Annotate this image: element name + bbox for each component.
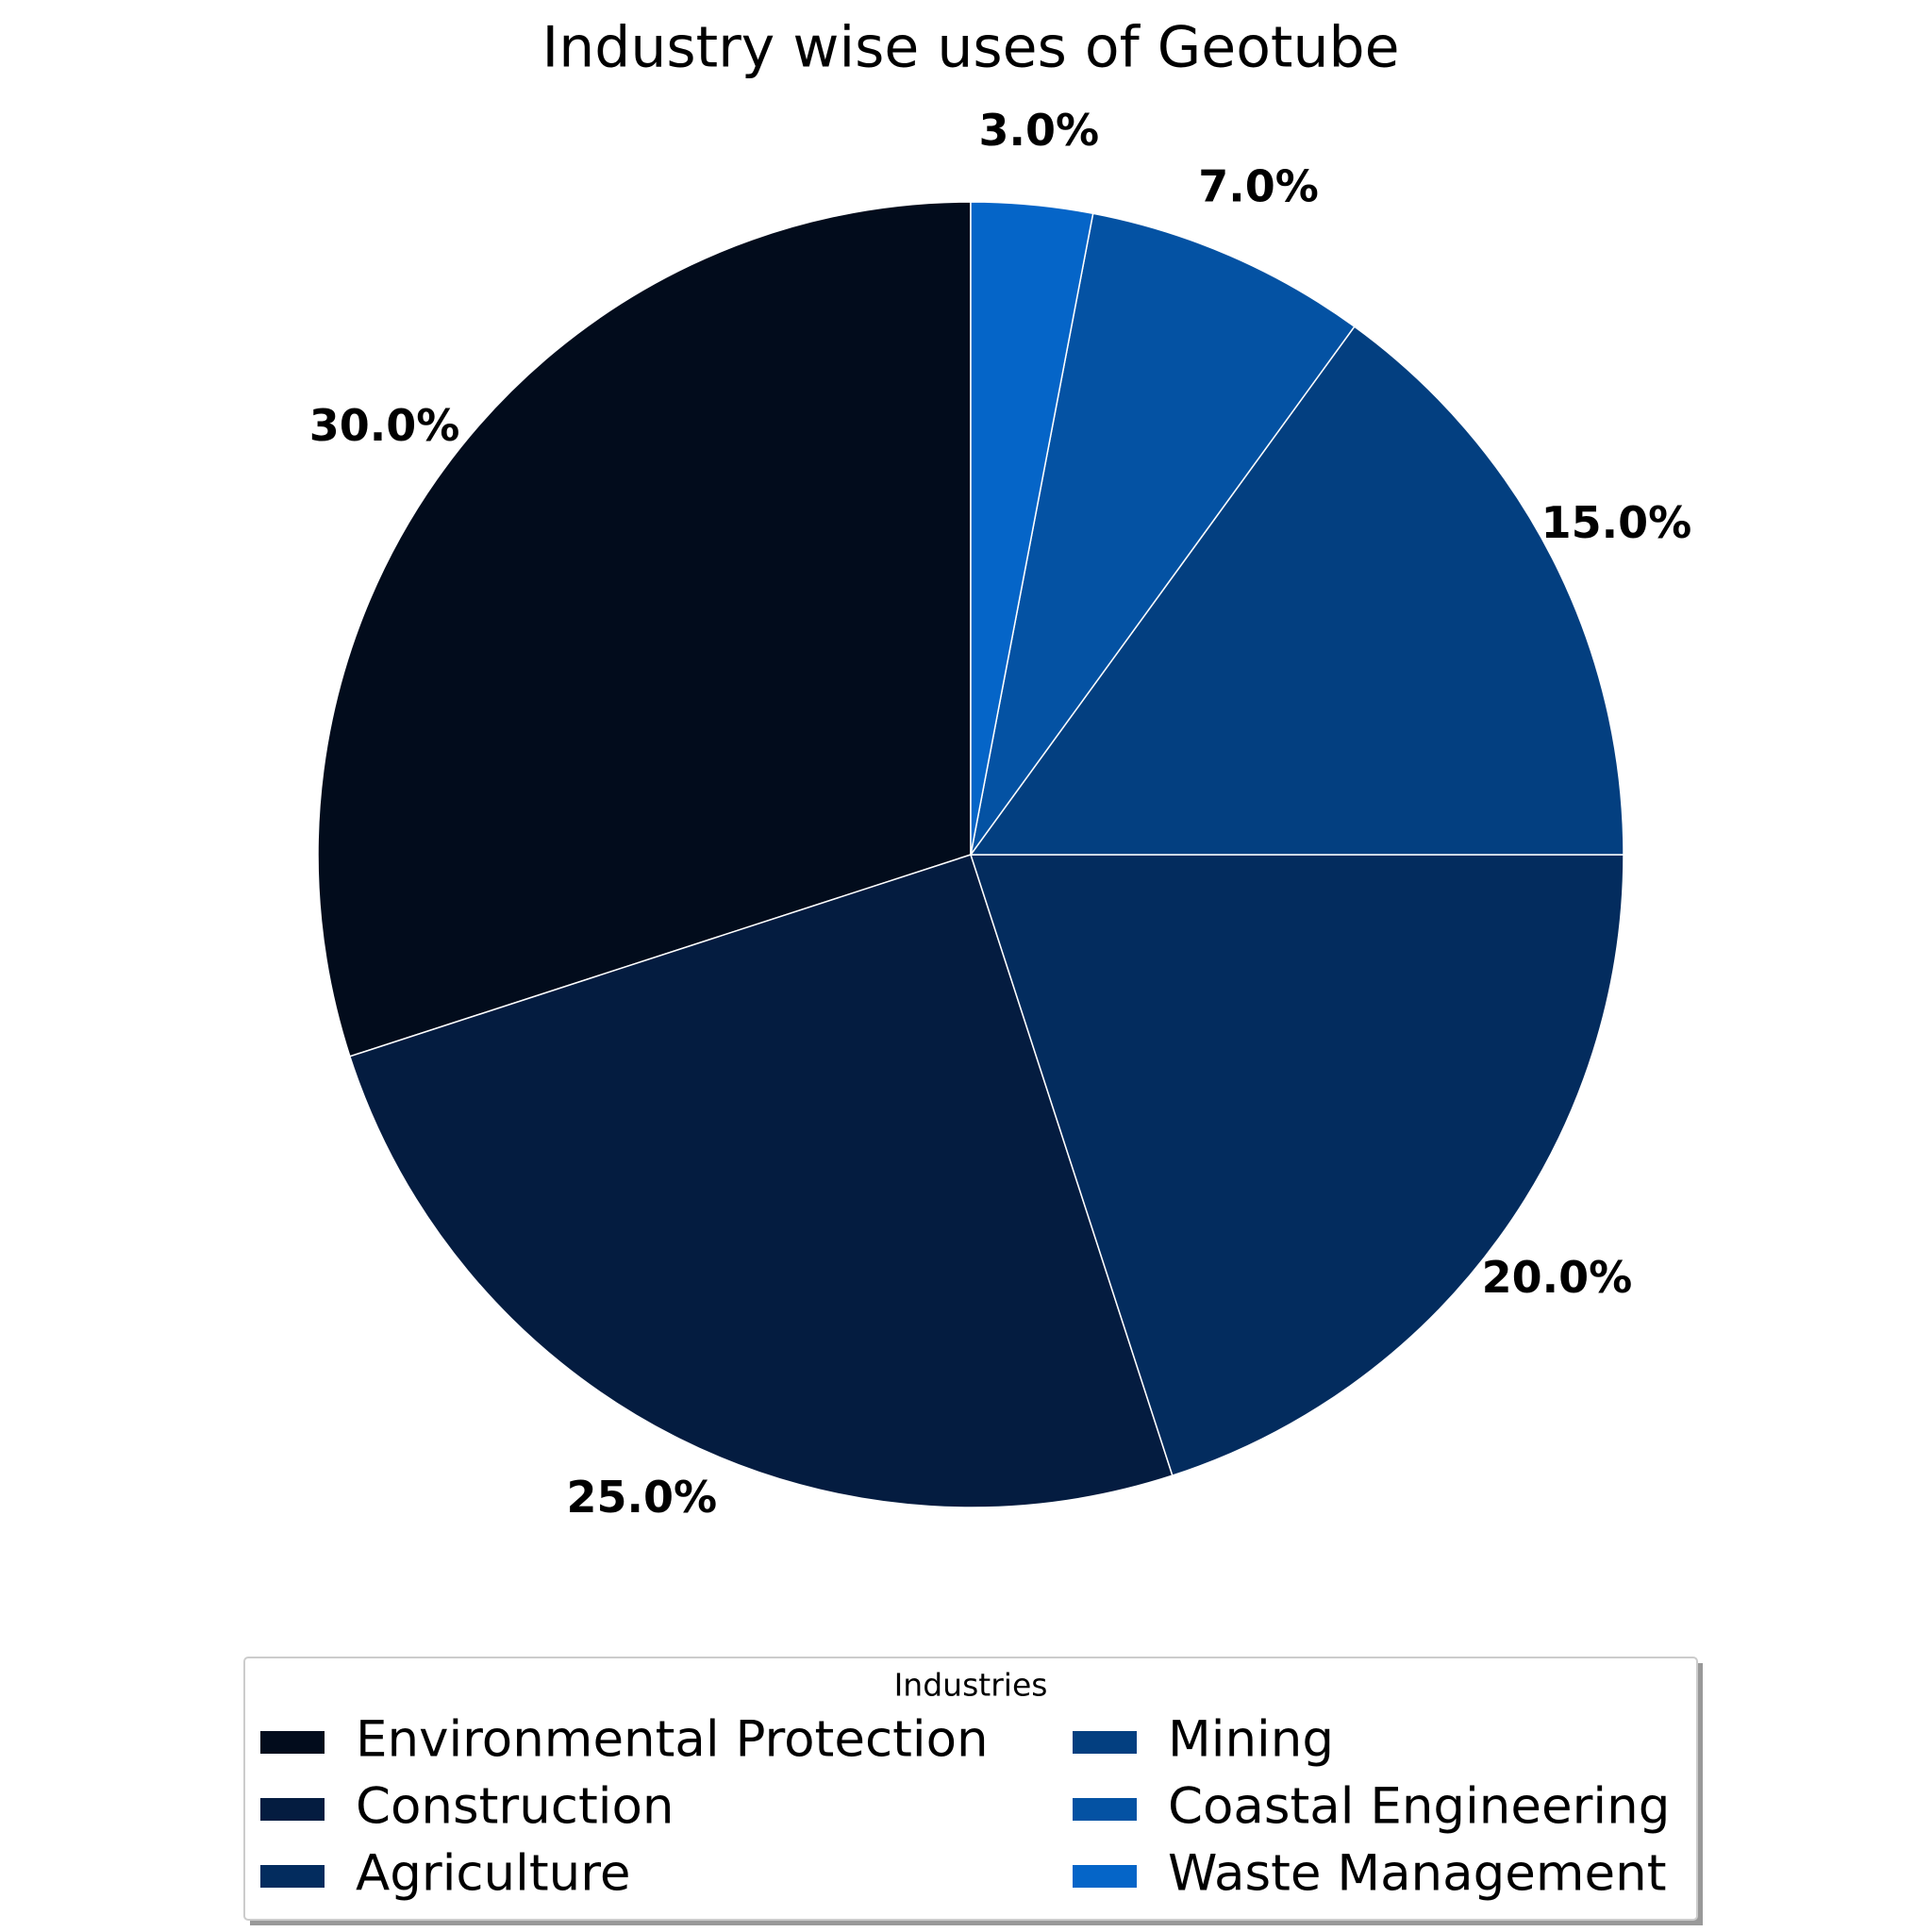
legend-label: Mining	[1168, 1711, 1334, 1769]
legend-label: Environmental Protection	[356, 1711, 989, 1769]
pie-slice	[969, 325, 1624, 856]
legend-label: Construction	[356, 1778, 674, 1836]
legend-swatch	[260, 1731, 325, 1754]
legend-title: Industries	[894, 1667, 1048, 1704]
legend-label: Waste Management	[1168, 1845, 1666, 1903]
slice-label: 7.0%	[1198, 161, 1319, 212]
legend-label: Agriculture	[356, 1845, 630, 1903]
legend-label: Coastal Engineering	[1168, 1778, 1670, 1836]
legend-swatch	[1073, 1865, 1137, 1888]
legend-swatch	[260, 1798, 325, 1821]
pie-slice	[348, 854, 1174, 1508]
chart-title: Industry wise uses of Geotube	[542, 15, 1400, 81]
legend-swatch	[1073, 1798, 1137, 1821]
legend-box	[243, 1657, 1698, 1921]
slice-label: 15.0%	[1541, 497, 1692, 548]
slice-label: 30.0%	[309, 400, 460, 451]
pie-slice	[969, 854, 1624, 1477]
pie-slice	[317, 201, 972, 1058]
slice-label: 3.0%	[978, 105, 1099, 156]
legend-swatch	[260, 1865, 325, 1888]
legend-swatch	[1073, 1731, 1137, 1754]
pie-slice	[970, 201, 1094, 856]
slice-label: 20.0%	[1482, 1252, 1633, 1303]
slice-label: 25.0%	[566, 1472, 717, 1523]
pie-slice	[970, 212, 1356, 856]
